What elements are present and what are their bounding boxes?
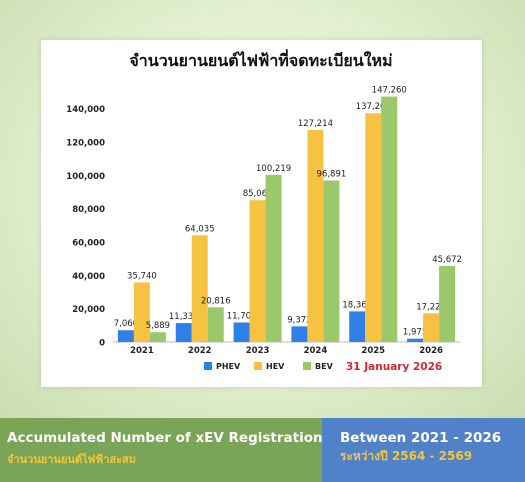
footer-subtitle: จำนวนยานยนต์ไฟฟ้าสะสม [7, 453, 136, 466]
bar-hev [249, 200, 266, 342]
bar-bev [323, 180, 340, 342]
data-label: 17,224 [416, 302, 446, 312]
data-label: 11,331 [169, 312, 199, 322]
y-tick-label: 140,000 [66, 105, 105, 115]
data-label: 11,703 [227, 311, 257, 321]
x-tick-label: 2024 [304, 346, 328, 356]
y-tick-label: 60,000 [72, 239, 105, 249]
data-label: 137,263 [356, 102, 391, 112]
legend-swatch-phev [204, 362, 212, 370]
bar-hev [133, 282, 150, 342]
chart-title: จำนวนยานยนต์ไฟฟ้าที่จดทะเบียนใหม่ [129, 49, 392, 70]
bar-phev [117, 330, 134, 342]
bar-hev [307, 129, 324, 342]
data-label: 127,214 [298, 119, 333, 129]
y-tick-label: 80,000 [72, 205, 105, 215]
footer-title: Accumulated Number of xEV Registration [7, 430, 323, 446]
bar-phev [175, 323, 192, 342]
y-tick-label: 0 [99, 339, 105, 349]
data-label: 45,672 [432, 255, 462, 265]
bar-bev [149, 332, 166, 342]
y-tick-label: 20,000 [72, 305, 105, 315]
x-tick-label: 2025 [361, 346, 385, 356]
bar-hev [191, 235, 208, 342]
data-label: 35,740 [127, 271, 157, 281]
chart-card: จำนวนยานยนต์ไฟฟ้าที่จดทะเบียนใหม่ 0 20,000… [41, 40, 482, 387]
data-label: 20,816 [201, 296, 231, 306]
data-label: 147,260 [372, 86, 407, 96]
legend-label: HEV [266, 362, 285, 371]
bar-phev [291, 326, 308, 342]
data-label: 96,891 [317, 170, 347, 180]
bar-bev [381, 96, 398, 342]
data-label: 9,372 [287, 315, 311, 325]
bar-chart: จำนวนยานยนต์ไฟฟ้าที่จดทะเบียนใหม่ 0 20,000… [66, 49, 462, 373]
footer-left-banner: Accumulated Number of xEV Registration จ… [0, 418, 323, 482]
x-tick-label: 2026 [419, 346, 443, 356]
x-tick-label: 2021 [130, 346, 154, 356]
x-tick-label: 2022 [188, 346, 212, 356]
bar-phev [349, 311, 366, 342]
date-annotation: 31 January 2026 [346, 361, 442, 373]
footer-right-banner: Between 2021 - 2026 ระหว่างปี 2564 - 256… [322, 418, 525, 482]
data-label: 7,060 [114, 319, 138, 329]
bar-bev [439, 265, 456, 342]
data-label: 64,035 [185, 224, 215, 234]
bar-bev [265, 174, 282, 342]
y-tick-label: 40,000 [72, 272, 105, 282]
y-tick-label: 120,000 [66, 139, 105, 149]
data-label: 1,975 [403, 328, 427, 338]
legend-label: PHEV [216, 362, 241, 371]
bar-phev [407, 338, 424, 342]
data-label: 18,368 [342, 300, 372, 310]
legend-label: BEV [315, 362, 334, 371]
legend-swatch-bev [303, 362, 311, 370]
bar-phev [233, 322, 250, 342]
y-tick-label: 100,000 [66, 172, 105, 182]
data-label: 100,219 [256, 164, 291, 174]
bar-bev [207, 307, 224, 342]
bar-hev [365, 113, 382, 342]
data-label: 85,069 [243, 189, 273, 199]
data-label: 5,889 [146, 321, 170, 331]
x-tick-label: 2023 [246, 346, 270, 356]
footer-period: Between 2021 - 2026 [340, 430, 502, 446]
bar-hev [423, 313, 440, 342]
legend-swatch-hev [254, 362, 262, 370]
footer-period-thai: ระหว่างปี 2564 - 2569 [340, 449, 473, 463]
